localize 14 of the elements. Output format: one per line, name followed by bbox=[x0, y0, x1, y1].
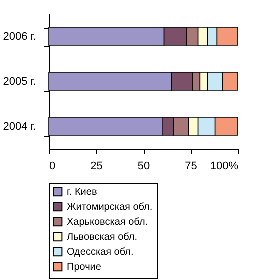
legend-label: Одесская обл. bbox=[67, 247, 134, 258]
x-tick-label: 75 bbox=[185, 160, 198, 172]
x-tick-label: 0 bbox=[50, 160, 56, 172]
legend-label: Львовская обл. bbox=[67, 232, 138, 243]
x-tick-label: 100% bbox=[210, 160, 239, 172]
legend-label: Харьковская обл. bbox=[67, 217, 148, 228]
y-tick-label: 2006 г. bbox=[3, 31, 36, 43]
x-tick-label: 50 bbox=[138, 160, 150, 172]
y-tick-label: 2004 г. bbox=[3, 121, 36, 133]
legend-label: Прочие bbox=[67, 262, 102, 273]
x-tick-label: 25 bbox=[90, 160, 103, 172]
y-tick-label: 2005 г. bbox=[3, 76, 36, 88]
legend-label: Житомирская обл. bbox=[67, 202, 153, 213]
legend-label: г. Киев bbox=[67, 187, 98, 198]
